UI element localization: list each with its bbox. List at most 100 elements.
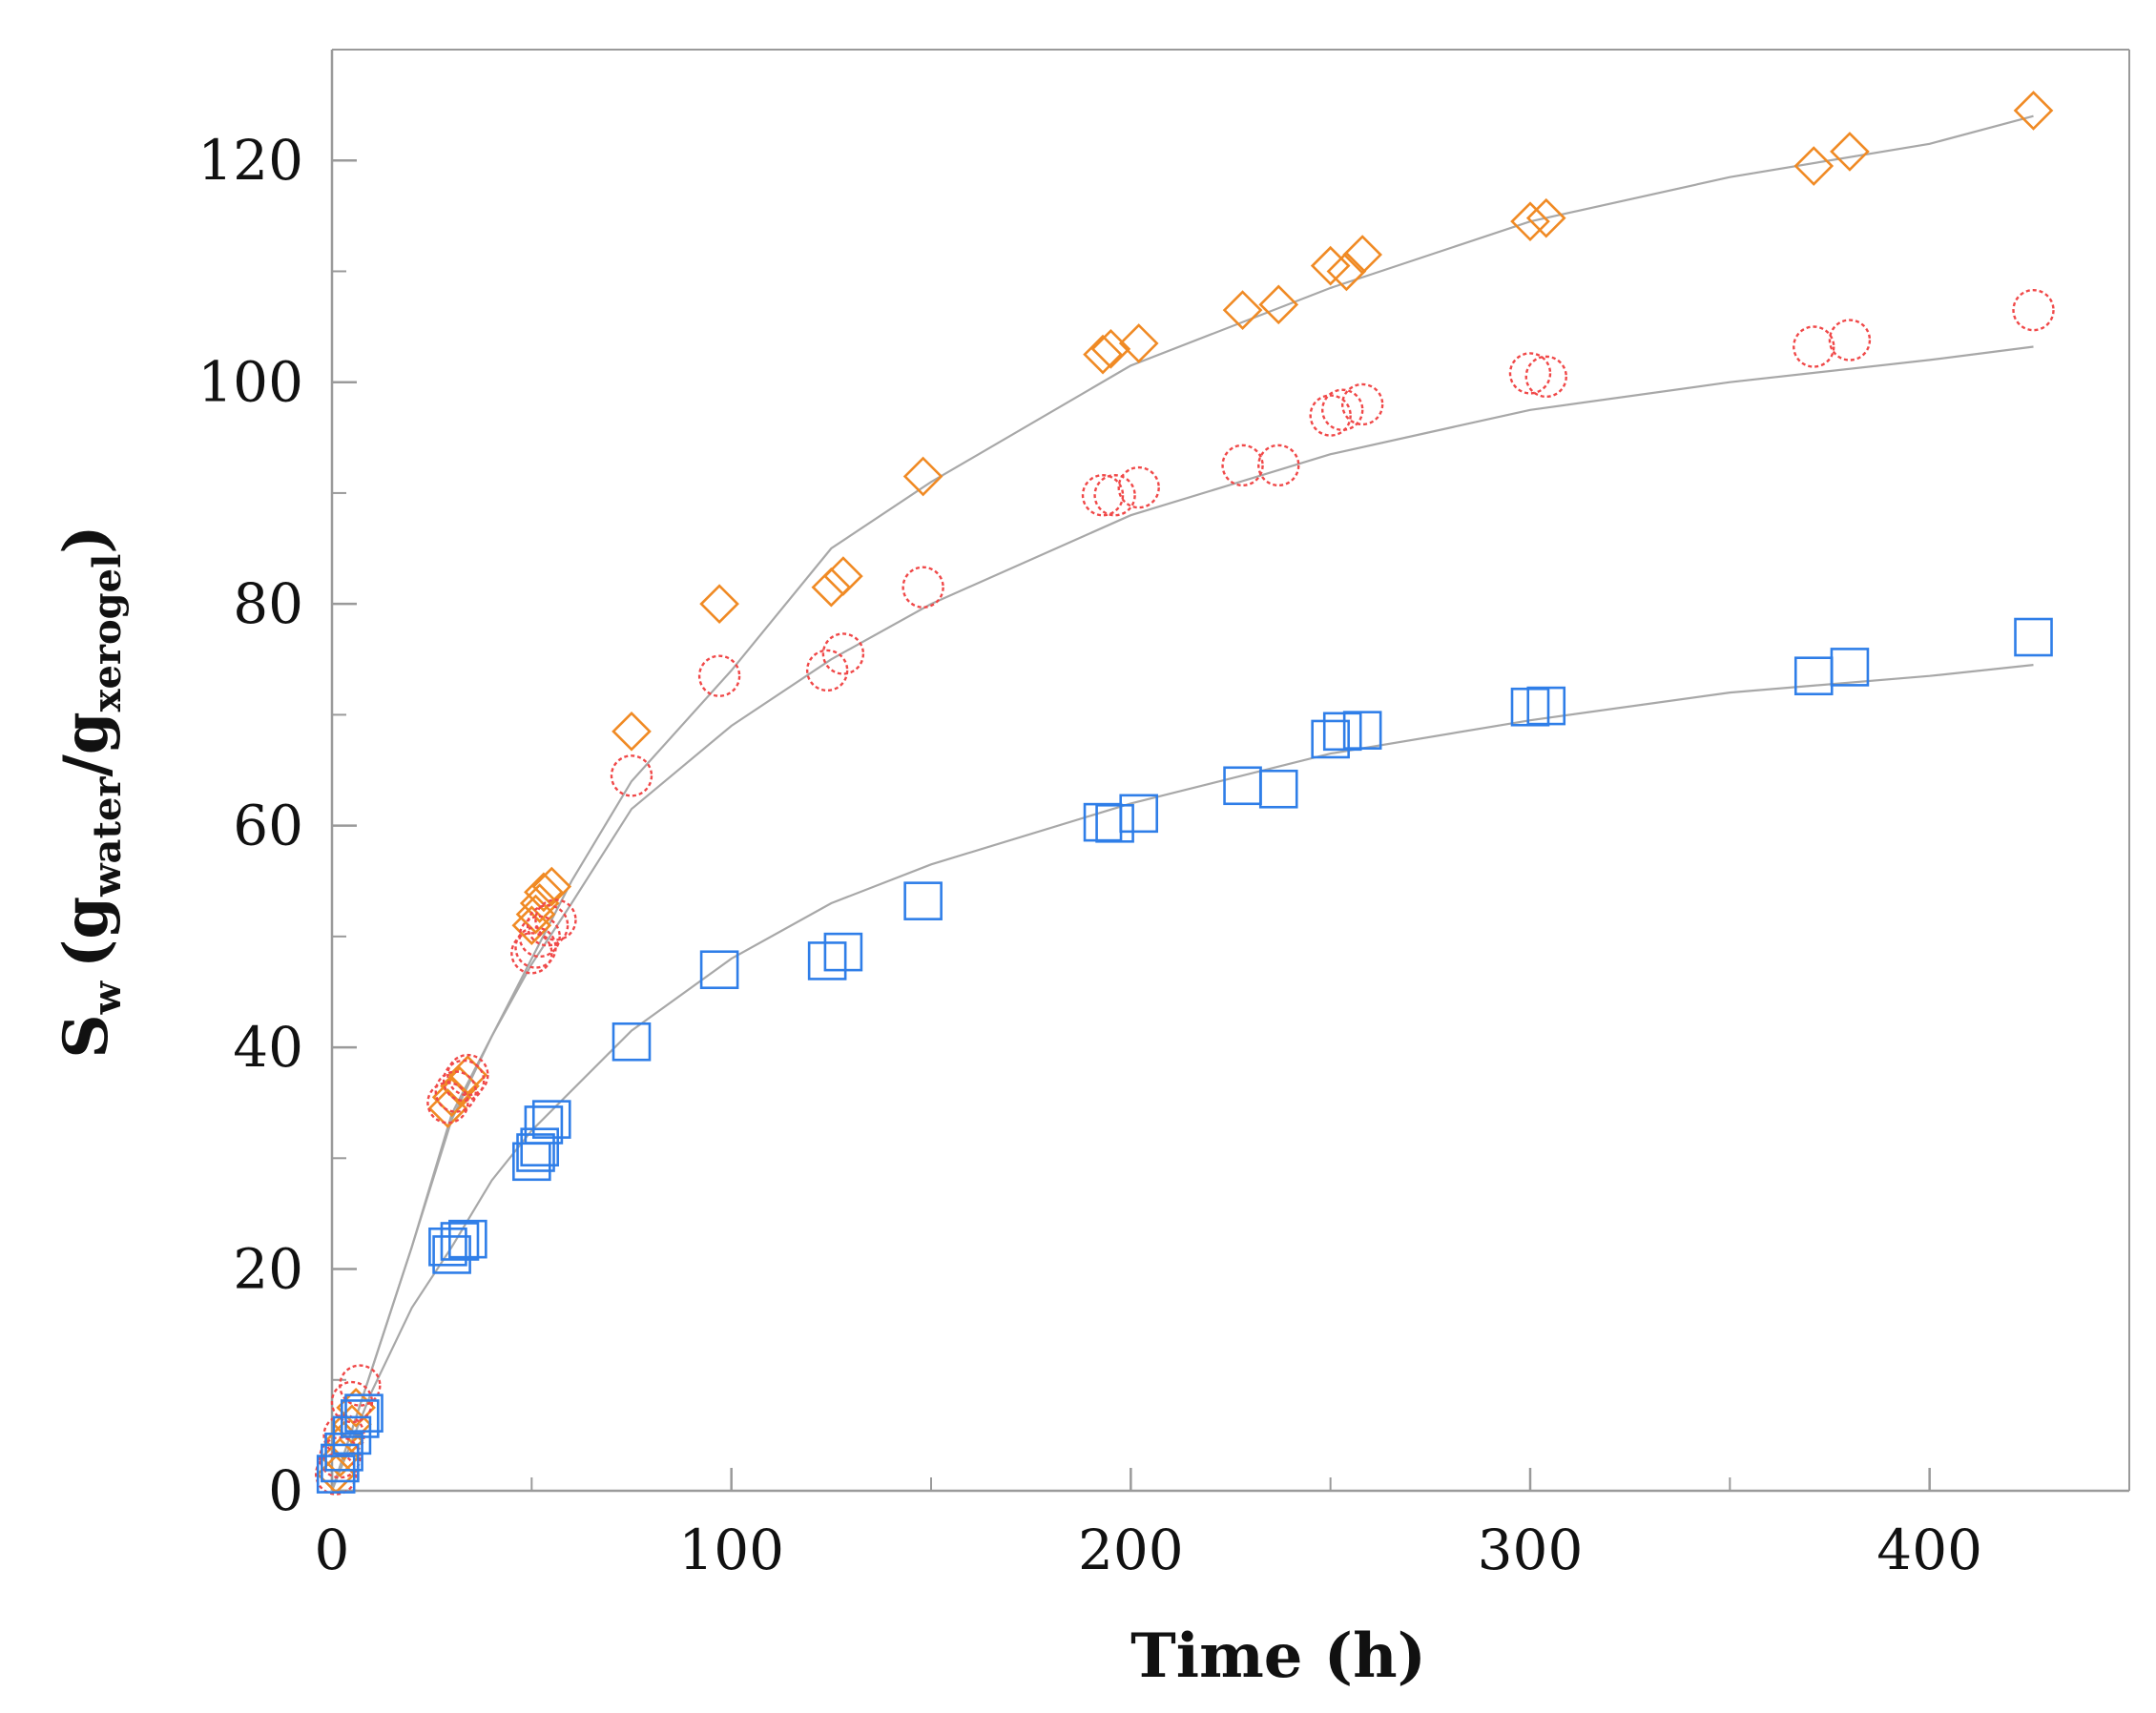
y-tick-label: 100 — [197, 350, 303, 415]
circle-point — [2012, 288, 2055, 332]
square-point — [432, 1235, 471, 1274]
diamond-point — [1525, 197, 1566, 238]
circle-point — [610, 754, 653, 797]
diamond-point — [612, 711, 652, 752]
diamond-point — [811, 567, 852, 608]
circle-point — [442, 1059, 486, 1103]
fit-line-diamond — [330, 114, 2034, 1492]
diamond-point — [1090, 328, 1131, 369]
circle-point — [697, 654, 741, 697]
y-axis-title-numerator: g — [51, 897, 122, 939]
data-points — [314, 91, 2055, 1496]
y-axis-title-slash: / — [51, 754, 122, 777]
square-point — [321, 1443, 360, 1483]
x-tick-label: 300 — [1478, 1517, 1584, 1582]
diamond-point — [1326, 251, 1367, 292]
diamond-point — [823, 556, 863, 596]
fit-line-square — [330, 664, 2034, 1492]
circle-point — [510, 932, 553, 975]
diamond-point — [511, 905, 552, 946]
y-tick-label: 20 — [233, 1237, 303, 1302]
circle-point — [1793, 325, 1835, 368]
diamond-point — [440, 1065, 480, 1106]
circle-point — [1828, 319, 1872, 361]
circle-point — [1309, 394, 1352, 437]
diamond-point — [1793, 146, 1835, 186]
square-point — [324, 1433, 363, 1472]
y-axis-title-main-sub: w — [85, 980, 130, 1015]
diamond-point — [515, 894, 556, 935]
square-point — [1119, 794, 1159, 834]
square-point — [440, 1222, 480, 1261]
diamond-point — [1258, 284, 1299, 325]
square-point — [1793, 656, 1834, 696]
diamond-point — [1830, 132, 1870, 172]
square-point — [1322, 712, 1362, 752]
diamond-point — [524, 872, 564, 913]
square-point — [344, 1393, 384, 1433]
circle-point — [1321, 388, 1364, 431]
square-point — [1830, 648, 1870, 687]
diamond-point — [427, 1088, 468, 1128]
diamond-point — [1083, 334, 1123, 375]
x-tick-label: 200 — [1078, 1517, 1184, 1582]
x-tick-label: 100 — [678, 1517, 784, 1582]
y-axis-title-denominator: g — [51, 712, 122, 754]
diamond-point — [447, 1055, 488, 1095]
circle-point — [319, 1435, 362, 1479]
square-point — [1342, 711, 1382, 750]
square-point — [448, 1219, 487, 1259]
y-tick-label: 120 — [197, 128, 303, 193]
diamond-point — [1510, 201, 1550, 241]
square-point — [520, 1127, 560, 1166]
x-axis-title: Time (h) — [1130, 1620, 1426, 1692]
circle-point — [426, 1081, 469, 1125]
square-point — [524, 1105, 564, 1145]
square-point — [612, 1022, 652, 1062]
tick-labels: 0 100 200 300 400 0 20 40 60 80 100 120 — [197, 128, 1982, 1582]
diamond-point — [431, 1077, 472, 1118]
y-tick-label: 60 — [233, 794, 303, 858]
x-tick-label: 400 — [1876, 1517, 1982, 1582]
square-point — [316, 1455, 356, 1494]
circle-point — [821, 632, 865, 675]
circle-point — [1117, 465, 1160, 509]
y-axis-title-close: ) — [51, 525, 122, 553]
circle-point — [1257, 444, 1300, 487]
square-point — [1083, 802, 1123, 842]
circle-point — [902, 566, 944, 609]
diamond-point — [316, 1454, 357, 1495]
diamond-point — [2013, 91, 2054, 131]
diamond-point — [531, 866, 572, 907]
circle-point — [1524, 355, 1567, 399]
fit-lines — [330, 114, 2034, 1492]
square-point — [1095, 803, 1134, 843]
circle-point — [1340, 382, 1384, 426]
circle-point — [1221, 444, 1264, 487]
diamond-point — [699, 584, 739, 624]
diamond-point — [1118, 323, 1159, 363]
diamond-point — [902, 456, 943, 497]
square-point — [2014, 617, 2053, 657]
diamond-point — [1342, 235, 1382, 275]
y-tick-label: 40 — [233, 1015, 303, 1080]
square-point — [903, 881, 943, 920]
square-point — [807, 941, 847, 980]
circle-point — [339, 1364, 382, 1407]
circle-point — [322, 1414, 365, 1457]
circle-point — [518, 915, 561, 959]
square-point — [699, 950, 739, 990]
y-axis-title-main: S — [51, 1014, 122, 1058]
x-tick-label: 0 — [315, 1517, 350, 1582]
circle-point — [805, 649, 849, 692]
circle-point — [1093, 474, 1136, 517]
circle-point — [446, 1053, 489, 1097]
circle-point — [330, 1380, 374, 1424]
axes — [330, 49, 2130, 1493]
circle-point — [526, 904, 570, 947]
y-axis-title-open: ( — [51, 939, 122, 968]
square-point — [823, 932, 863, 972]
fit-line-circle — [330, 345, 2034, 1492]
